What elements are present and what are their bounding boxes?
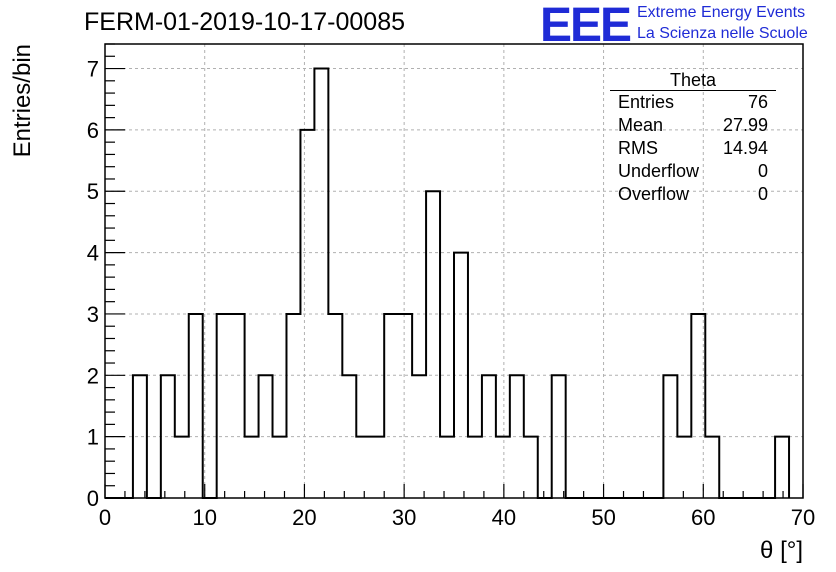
y-tick-label: 0 — [87, 486, 99, 511]
chart-title: FERM-01-2019-10-17-00085 — [84, 8, 406, 36]
x-tick-label: 30 — [392, 505, 416, 530]
y-tick-label: 1 — [87, 425, 99, 450]
x-tick-label: 20 — [292, 505, 316, 530]
x-tick-label: 70 — [791, 505, 815, 530]
y-tick-label: 7 — [87, 57, 99, 82]
stats-value: 76 — [747, 92, 768, 112]
logo-subtitle-2: La Scienza nelle Scuole — [637, 25, 808, 42]
stats-value: 14.94 — [722, 138, 768, 158]
stats-value: 27.99 — [722, 115, 768, 135]
stats-row-overflow: Overflow 0 — [610, 183, 776, 206]
stats-row-mean: Mean 27.99 — [610, 114, 776, 137]
y-tick-label: 6 — [87, 118, 99, 143]
y-tick-label: 2 — [87, 363, 99, 388]
logo-subtitle-1: Extreme Energy Events — [637, 4, 806, 21]
plot-frame — [104, 43, 804, 499]
stats-box: Theta Entries 76 Mean 27.99 RMS 14.94 Un… — [610, 70, 776, 206]
y-axis-label: Entries/bin — [9, 44, 36, 157]
stats-row-rms: RMS 14.94 — [610, 137, 776, 160]
stats-value: 0 — [757, 161, 768, 181]
stats-row-underflow: Underflow 0 — [610, 160, 776, 183]
x-tick-label: 10 — [192, 505, 216, 530]
x-tick-label: 60 — [691, 505, 715, 530]
x-tick-label: 50 — [591, 505, 615, 530]
eee-logo: EEE — [540, 0, 632, 52]
stats-box-title: Theta — [610, 70, 776, 91]
y-tick-label: 5 — [87, 179, 99, 204]
stats-label: Overflow — [618, 184, 690, 204]
stats-label: Underflow — [618, 161, 700, 181]
x-axis-label: θ [°] — [760, 537, 803, 564]
y-tick-label: 3 — [87, 302, 99, 327]
stats-label: Entries — [618, 92, 675, 112]
histogram-series — [105, 67, 791, 499]
stats-label: RMS — [618, 138, 658, 158]
y-tick-label: 4 — [87, 241, 99, 266]
x-tick-label: 40 — [492, 505, 516, 530]
x-tick-label: 0 — [99, 505, 111, 530]
stats-row-entries: Entries 76 — [610, 91, 776, 114]
stats-value: 0 — [757, 184, 768, 204]
stats-label: Mean — [618, 115, 664, 135]
